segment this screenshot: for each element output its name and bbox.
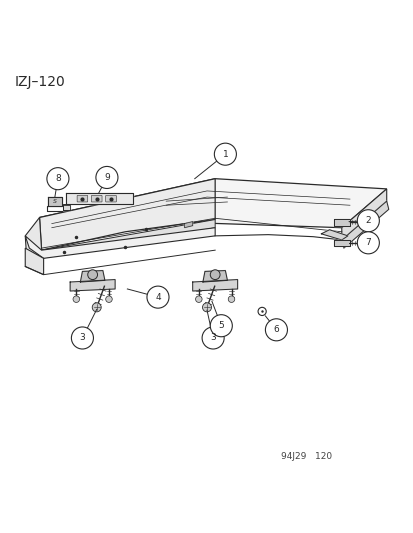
FancyBboxPatch shape: [105, 196, 116, 202]
Text: 7: 7: [365, 238, 370, 247]
Text: 94J29   120: 94J29 120: [280, 451, 331, 461]
Polygon shape: [40, 179, 386, 228]
Text: 5: 5: [218, 321, 223, 330]
Polygon shape: [25, 248, 43, 274]
Polygon shape: [192, 280, 237, 291]
Circle shape: [210, 314, 232, 337]
Text: 3: 3: [210, 334, 216, 343]
Text: S: S: [53, 199, 57, 204]
Polygon shape: [184, 222, 192, 228]
Polygon shape: [47, 197, 62, 206]
Polygon shape: [80, 271, 104, 282]
Circle shape: [88, 270, 97, 280]
Circle shape: [92, 303, 101, 312]
Text: 9: 9: [104, 173, 109, 182]
Polygon shape: [66, 193, 133, 205]
FancyBboxPatch shape: [77, 196, 88, 202]
Circle shape: [71, 327, 93, 349]
Circle shape: [356, 232, 378, 254]
Polygon shape: [333, 219, 349, 225]
Circle shape: [47, 168, 69, 190]
Circle shape: [356, 209, 378, 232]
Circle shape: [96, 166, 118, 189]
Polygon shape: [333, 239, 349, 246]
FancyBboxPatch shape: [91, 196, 102, 202]
Circle shape: [147, 286, 169, 308]
Circle shape: [105, 296, 112, 302]
Polygon shape: [341, 201, 388, 248]
Circle shape: [228, 296, 234, 302]
Text: 3: 3: [79, 334, 85, 343]
Text: IZJ–120: IZJ–120: [15, 75, 66, 88]
Text: 1: 1: [222, 150, 228, 159]
Circle shape: [195, 296, 202, 302]
Circle shape: [214, 143, 236, 165]
Circle shape: [210, 270, 220, 280]
Circle shape: [73, 296, 79, 302]
Polygon shape: [41, 220, 215, 259]
Circle shape: [265, 319, 287, 341]
Polygon shape: [25, 217, 41, 266]
Text: 8: 8: [55, 174, 61, 183]
Polygon shape: [63, 205, 70, 210]
Text: 4: 4: [155, 293, 160, 302]
Text: 2: 2: [365, 216, 370, 225]
Polygon shape: [202, 271, 227, 282]
Polygon shape: [40, 179, 215, 250]
Polygon shape: [25, 228, 215, 259]
Polygon shape: [320, 230, 347, 240]
Circle shape: [202, 303, 211, 312]
Text: 6: 6: [273, 325, 279, 334]
Polygon shape: [70, 280, 115, 291]
Polygon shape: [341, 189, 386, 240]
Circle shape: [202, 327, 223, 349]
